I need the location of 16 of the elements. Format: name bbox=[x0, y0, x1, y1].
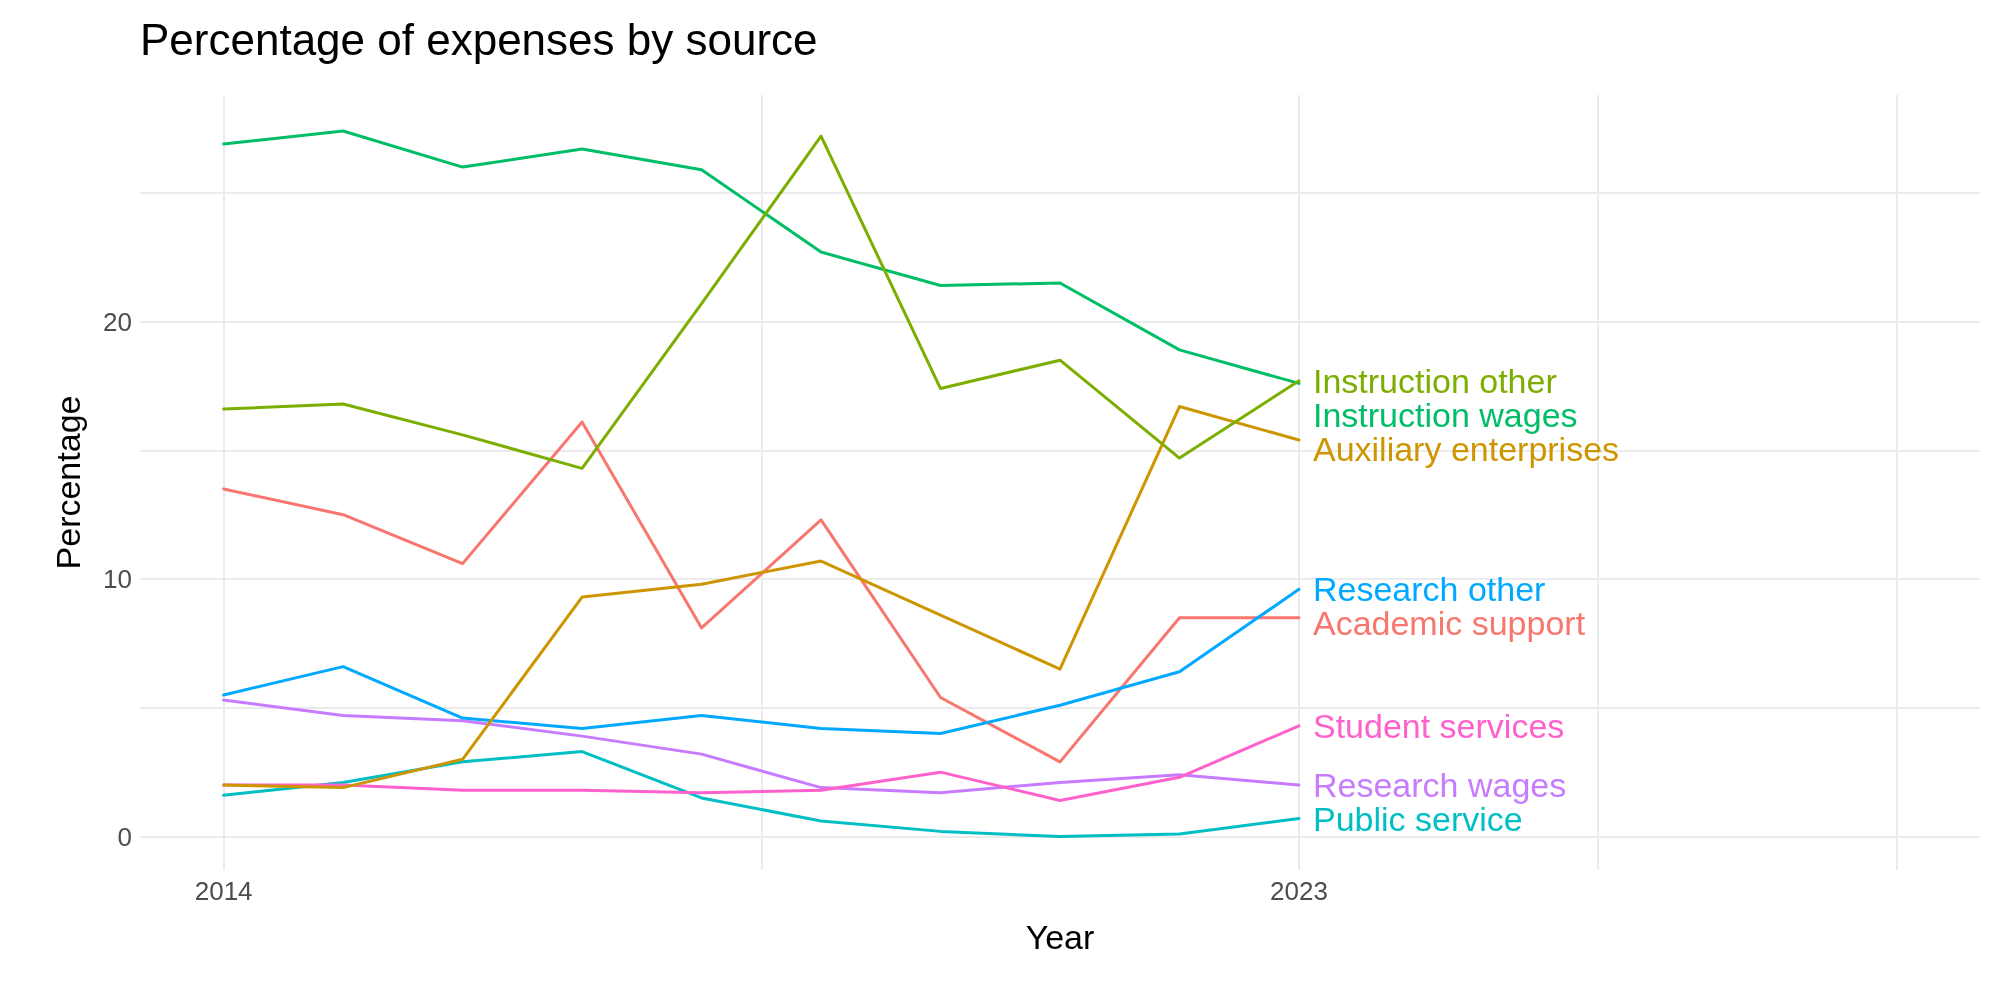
series-label: Research wages bbox=[1312, 766, 1567, 805]
y-tick-label: 20 bbox=[103, 306, 132, 337]
series-label: Instruction other bbox=[1312, 361, 1557, 400]
line-series bbox=[222, 129, 1301, 385]
line-series bbox=[222, 750, 1301, 839]
chart-title: Percentage of expenses by source bbox=[140, 14, 818, 64]
y-tick-label: 0 bbox=[117, 821, 132, 852]
x-axis-title: Year bbox=[1025, 918, 1095, 956]
line-series bbox=[222, 698, 1301, 795]
series-label: Student services bbox=[1312, 706, 1565, 745]
y-axis-title: Percentage bbox=[49, 395, 87, 570]
y-tick-label: 10 bbox=[103, 564, 132, 595]
x-tick-label: 2014 bbox=[194, 876, 253, 906]
line-series bbox=[222, 134, 1301, 470]
x-tick-label: 2023 bbox=[1270, 876, 1328, 906]
line-series bbox=[222, 587, 1301, 736]
